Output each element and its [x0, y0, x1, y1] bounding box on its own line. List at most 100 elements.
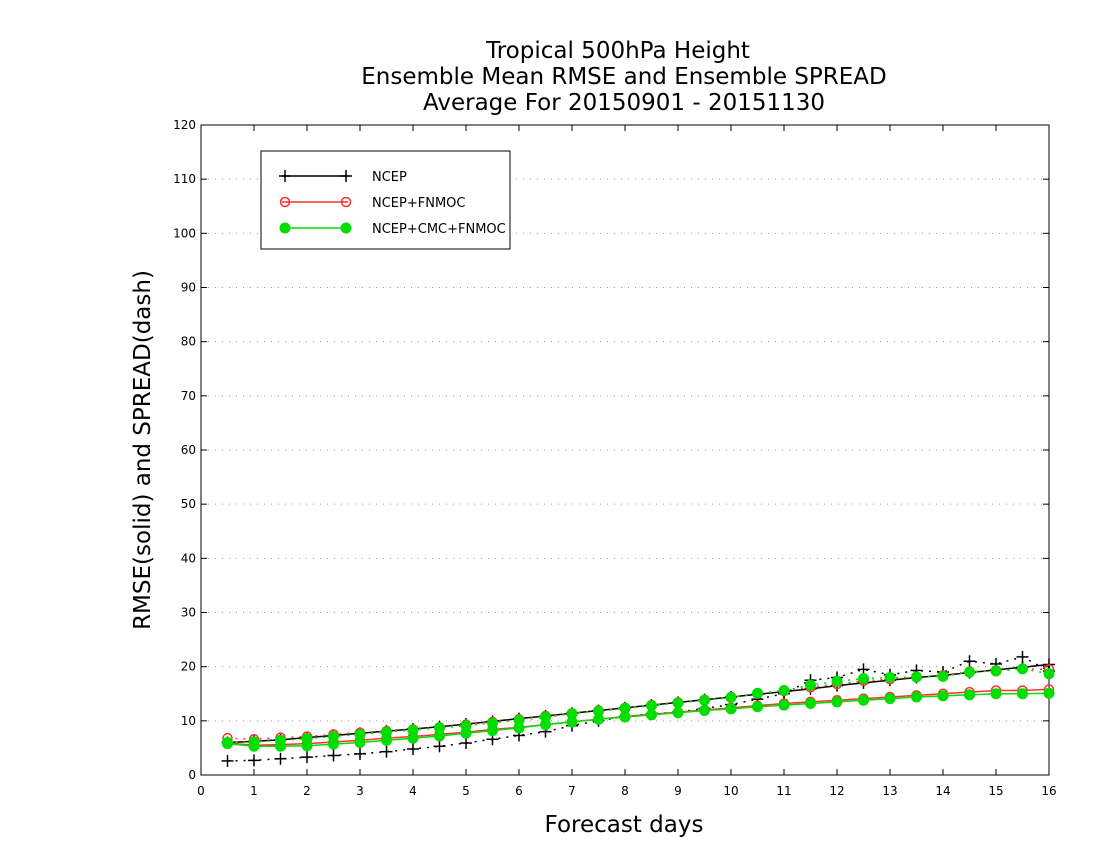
- x-tick-label: 7: [568, 784, 576, 798]
- spread-point-ncep-cmc-fnmoc: [1017, 663, 1028, 675]
- series-ncep: [221, 650, 1055, 767]
- rmse-point-ncep-cmc-fnmoc: [328, 738, 339, 750]
- spread-point-ncep: [1016, 650, 1029, 663]
- y-tick-label: 50: [181, 497, 196, 511]
- rmse-point-ncep-cmc-fnmoc: [301, 740, 313, 752]
- y-tick-label: 40: [181, 551, 196, 565]
- spread-line-ncep: [227, 656, 1050, 762]
- x-tick-label: 12: [829, 784, 844, 798]
- spread-point-ncep: [274, 752, 287, 765]
- spread-point-ncep-cmc-fnmoc: [752, 687, 763, 699]
- x-tick-label: 9: [674, 784, 682, 798]
- rmse-point-ncep-cmc-fnmoc: [725, 703, 737, 715]
- rmse-point-ncep-cmc-fnmoc: [778, 699, 790, 711]
- spread-point-ncep-cmc-fnmoc: [964, 666, 975, 678]
- rmse-point-ncep-cmc-fnmoc: [222, 738, 233, 750]
- rmse-point-ncep-cmc-fnmoc: [1017, 688, 1028, 700]
- spread-point-ncep: [380, 745, 393, 758]
- legend-item-ncep: NCEP: [279, 170, 407, 185]
- legend-item-ncep-fnmoc: NCEP+FNMOC: [279, 196, 465, 211]
- legend-marker: [340, 196, 352, 208]
- rmse-point-ncep-cmc-fnmoc: [884, 693, 896, 705]
- legend-box: [260, 150, 511, 250]
- rmse-point-ncep-cmc-fnmoc: [1043, 687, 1055, 699]
- chart-title-line-3: Average For 20150901 - 20151130: [423, 90, 825, 116]
- spread-point-ncep: [433, 740, 446, 753]
- spread-point-ncep-cmc-fnmoc: [672, 697, 684, 709]
- spread-line-ncep-fnmoc: [227, 668, 1050, 741]
- rmse-point-ncep-cmc-fnmoc: [248, 740, 260, 752]
- spread-point-ncep-cmc-fnmoc: [1043, 668, 1055, 680]
- y-tick-label: 60: [181, 443, 196, 457]
- x-tick-label: 15: [988, 784, 1003, 798]
- x-tick-label: 11: [776, 784, 791, 798]
- spread-point-ncep-cmc-fnmoc: [778, 685, 790, 696]
- rmse-point-ncep-cmc-fnmoc: [858, 694, 869, 706]
- rmse-line-ncep: [227, 663, 1050, 744]
- rmse-point-ncep-cmc-fnmoc: [646, 709, 657, 721]
- rmse-point-ncep-cmc-fnmoc: [566, 716, 578, 728]
- spread-point-ncep: [460, 737, 472, 750]
- x-tick-label: 13: [882, 784, 897, 798]
- rmse-point-ncep-cmc-fnmoc: [699, 705, 710, 717]
- spread-point-ncep: [407, 743, 419, 755]
- legend-marker: [340, 170, 352, 182]
- rmse-point-ncep-cmc-fnmoc: [805, 698, 816, 709]
- chart-title-line-1: Tropical 500hPa Height: [485, 38, 750, 64]
- legend-marker: [279, 222, 291, 234]
- rmse-point-ncep-cmc-fnmoc: [354, 737, 366, 748]
- x-tick-label: 2: [303, 784, 311, 798]
- legend-label: NCEP+FNMOC: [372, 196, 465, 211]
- y-tick-label: 110: [173, 172, 196, 186]
- rmse-line-ncep-fnmoc: [227, 688, 1050, 746]
- rmse-point-ncep-cmc-fnmoc: [937, 690, 949, 702]
- legend-label: NCEP+CMC+FNMOC: [372, 222, 506, 237]
- rmse-point-ncep-cmc-fnmoc: [487, 725, 498, 737]
- spread-point-ncep: [327, 749, 340, 762]
- legend-label: NCEP: [372, 170, 407, 185]
- spread-line-ncep-cmc-fnmoc: [227, 668, 1050, 744]
- spread-point-ncep-cmc-fnmoc: [725, 692, 737, 704]
- rmse-point-ncep-cmc-fnmoc: [964, 689, 975, 701]
- spread-point-ncep: [301, 751, 313, 764]
- spread-point-ncep-cmc-fnmoc: [990, 665, 1002, 677]
- y-tick-label: 30: [181, 606, 196, 620]
- spread-point-ncep: [354, 747, 366, 760]
- spread-point-ncep-cmc-fnmoc: [858, 673, 869, 685]
- y-axis-label: RMSE(solid) and SPREAD(dash): [130, 270, 156, 630]
- x-axis-ticks: 0 1 2 3 4 5 6 7 8 9 10 11 12 13 14 15 16: [197, 125, 1057, 798]
- spread-point-ncep: [221, 754, 234, 767]
- series-ncep-cmc-fnmoc: [222, 663, 1055, 752]
- rmse-point-ncep-cmc-fnmoc: [752, 701, 763, 713]
- y-tick-label: 0: [188, 768, 196, 782]
- x-tick-label: 6: [515, 784, 523, 798]
- y-tick-label: 70: [181, 389, 196, 403]
- chart-title-line-2: Ensemble Mean RMSE and Ensemble SPREAD: [361, 64, 886, 90]
- legend: NCEP NCEP+FNMOC NCEP+CMC+FNMOC: [260, 150, 511, 250]
- x-tick-label: 14: [935, 784, 950, 798]
- chart-titles: Tropical 500hPa Height Ensemble Mean RMS…: [361, 38, 886, 116]
- spread-point-ncep: [963, 655, 976, 668]
- rmse-point-ncep-cmc-fnmoc: [831, 696, 843, 708]
- rmse-point-ncep-cmc-fnmoc: [275, 740, 286, 752]
- x-tick-label: 5: [462, 784, 470, 798]
- legend-marker: [279, 196, 291, 208]
- y-tick-label: 20: [181, 660, 196, 674]
- spread-point-ncep-cmc-fnmoc: [805, 679, 816, 691]
- rmse-line-ncep-cmc-fnmoc: [227, 692, 1050, 748]
- y-tick-label: 120: [173, 118, 196, 132]
- rmse-point-ncep-cmc-fnmoc: [990, 688, 1002, 700]
- legend-marker: [279, 170, 291, 182]
- grid: [201, 178, 1049, 722]
- x-tick-label: 4: [409, 784, 417, 798]
- y-tick-label: 10: [181, 714, 196, 728]
- y-tick-label: 100: [173, 226, 196, 240]
- y-axis-ticks: 0 10 20 30 40 50 60 70 80 90 100 110 120: [173, 118, 1049, 782]
- y-tick-label: 80: [181, 335, 196, 349]
- rmse-point-ncep-cmc-fnmoc: [381, 734, 392, 746]
- legend-item-ncep-cmc-fnmoc: NCEP+CMC+FNMOC: [279, 222, 506, 237]
- rmse-point-ncep-cmc-fnmoc: [460, 727, 472, 739]
- rmse-point-ncep-cmc-fnmoc: [911, 691, 922, 703]
- y-tick-label: 90: [181, 281, 196, 295]
